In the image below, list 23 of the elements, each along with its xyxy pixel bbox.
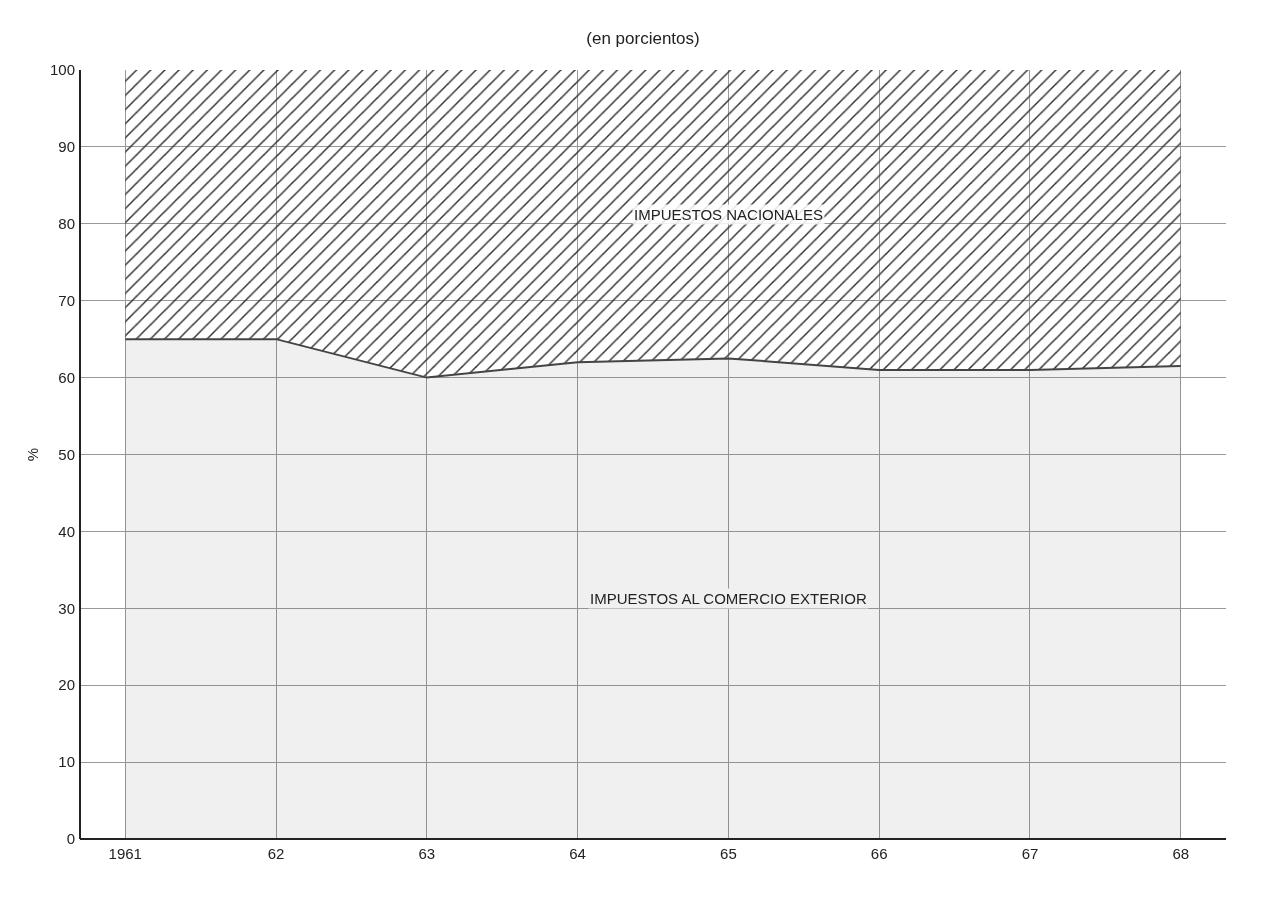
x-tick-label: 68 bbox=[1172, 845, 1190, 862]
y-tick-label: 70 bbox=[58, 291, 75, 309]
x-tick-label: 62 bbox=[267, 845, 285, 862]
y-tick-label: 40 bbox=[58, 522, 75, 540]
x-tick-label: 1961 bbox=[108, 845, 142, 862]
y-tick-label: 20 bbox=[58, 676, 75, 694]
y-tick-label: 10 bbox=[58, 753, 75, 771]
y-tick-label: 30 bbox=[58, 599, 75, 617]
y-tick-label: 0 bbox=[66, 830, 75, 848]
y-tick-label: 50 bbox=[58, 445, 75, 463]
y-tick-label: 60 bbox=[58, 368, 75, 386]
series-label: IMPUESTOS AL COMERCIO EXTERIOR bbox=[590, 590, 867, 607]
y-axis-title: % bbox=[23, 447, 41, 462]
series-label: IMPUESTOS NACIONALES bbox=[634, 206, 823, 223]
x-tick-label: 63 bbox=[418, 845, 436, 862]
chart-title: (en porcientos) bbox=[586, 28, 700, 48]
x-tick-label: 66 bbox=[870, 845, 888, 862]
x-tick-label: 65 bbox=[720, 845, 737, 862]
x-tick-label: 64 bbox=[569, 845, 586, 862]
y-tick-label: 90 bbox=[58, 138, 75, 156]
x-tick-label: 67 bbox=[1021, 845, 1039, 862]
y-tick-label: 100 bbox=[49, 61, 75, 79]
y-tick-label: 80 bbox=[58, 215, 75, 233]
